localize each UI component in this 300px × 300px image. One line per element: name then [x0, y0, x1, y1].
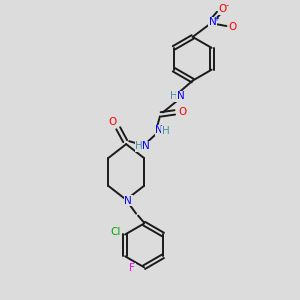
- Text: O: O: [108, 117, 116, 127]
- Text: Cl: Cl: [110, 226, 120, 236]
- Text: O: O: [228, 22, 236, 32]
- Text: H: H: [135, 141, 143, 151]
- Text: O: O: [218, 4, 226, 14]
- Text: N: N: [124, 196, 132, 206]
- Text: O: O: [178, 107, 187, 117]
- Text: N: N: [155, 125, 163, 135]
- Text: H: H: [170, 92, 178, 101]
- Text: N: N: [209, 17, 216, 27]
- Text: -: -: [226, 1, 229, 10]
- Text: N: N: [142, 141, 150, 151]
- Text: +: +: [214, 16, 219, 22]
- Text: H: H: [162, 126, 170, 136]
- Text: F: F: [129, 263, 135, 273]
- Text: N: N: [177, 92, 184, 101]
